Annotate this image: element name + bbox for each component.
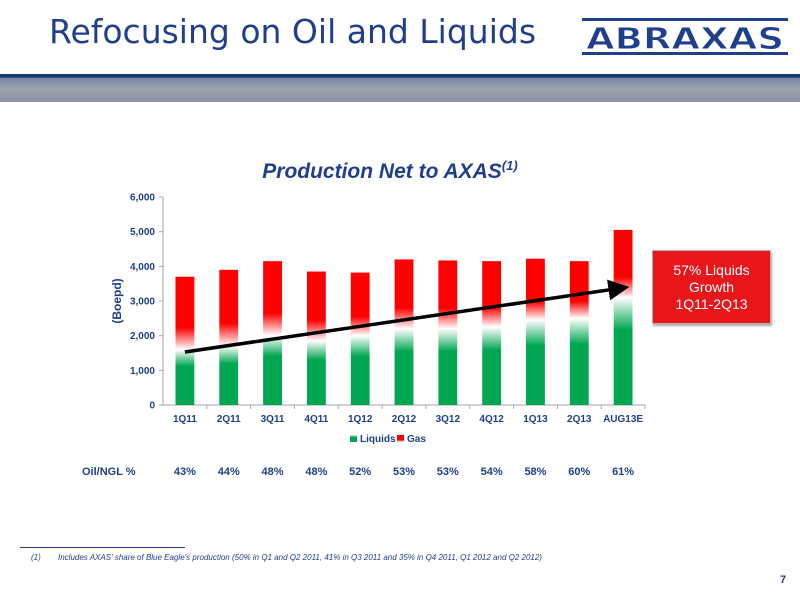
x-tick-label: 1Q13 [523, 414, 548, 425]
footnote-marker: (1) [31, 553, 41, 562]
x-tick-label: 2Q13 [567, 414, 592, 425]
logo-bottom-rule [582, 52, 788, 55]
oil-ngl-value: 48% [261, 466, 284, 478]
x-tick-label: 1Q11 [173, 414, 197, 425]
bar-liquids [350, 335, 370, 405]
oil-ngl-value: 58% [524, 466, 547, 478]
bar-gas [438, 260, 458, 329]
y-tick-label: 1,000 [130, 366, 155, 377]
chart-title: Production Net to AXAS(1) [0, 158, 780, 184]
y-tick-label: 6,000 [130, 193, 155, 204]
x-tick-label: 1Q12 [348, 414, 373, 425]
legend-label-gas: Gas [407, 434, 426, 445]
chart-title-superscript: (1) [501, 158, 518, 173]
y-tick-label: 3,000 [130, 297, 155, 308]
bar-liquids [219, 346, 239, 405]
x-tick-label: AUG13E [603, 414, 643, 425]
oil-ngl-value: 43% [173, 466, 196, 478]
bar-liquids [526, 320, 545, 405]
bar-liquids [613, 297, 633, 405]
bar-gas [482, 261, 502, 327]
y-tick-label: 5,000 [130, 227, 155, 238]
x-tick-label: 3Q12 [436, 414, 461, 425]
page-number: 7 [780, 574, 787, 586]
callout-line-1: 57% Liquids [673, 261, 750, 278]
oil-ngl-value: 52% [349, 466, 372, 478]
x-tick-label: 4Q11 [304, 414, 328, 425]
bar-gas [350, 272, 370, 336]
abraxas-logo: ABRAXAS [582, 18, 788, 58]
bar-gas [306, 271, 326, 341]
bar-liquids [394, 328, 414, 405]
bar-liquids [263, 335, 282, 405]
y-tick-label: 2,000 [130, 331, 155, 342]
logo-top-rule [582, 18, 788, 21]
x-tick-label: 3Q11 [261, 414, 285, 425]
oil-ngl-value: 61% [612, 466, 635, 478]
bar-liquids [482, 327, 502, 405]
oil-ngl-value: 54% [480, 466, 503, 478]
legend-label-liquids: Liquids [360, 434, 396, 445]
bar-gas [263, 261, 282, 336]
bar-gas [569, 261, 589, 319]
callout-line-3: 1Q11-2Q13 [675, 295, 748, 312]
liquids-growth-callout: 57% Liquids Growth 1Q11-2Q13 [652, 250, 771, 324]
x-tick-label: 2Q11 [217, 414, 241, 425]
x-tick-label: 4Q12 [479, 414, 504, 425]
slide-title: Refocusing on Oil and Liquids [49, 12, 537, 51]
bar-liquids [175, 349, 195, 405]
trend-arrow [184, 279, 630, 354]
oil-ngl-value: 44% [217, 466, 240, 478]
oil-ngl-value: 53% [436, 466, 459, 478]
oil-ngl-value: 48% [305, 466, 328, 478]
bar-gas [394, 259, 414, 329]
bar-gas [175, 276, 195, 350]
logo-wordmark: ABRAXAS [586, 22, 784, 57]
footnote-rule [20, 547, 185, 548]
bar-liquids [438, 328, 458, 405]
oil-ngl-label: Oil/NGL % [82, 466, 136, 478]
header-band [0, 74, 800, 102]
bar-gas [219, 269, 239, 347]
bar-gas [526, 258, 545, 321]
y-axis-label: (Boepd) [110, 278, 124, 323]
x-tick-label: 2Q12 [392, 414, 417, 425]
legend-swatch-liquids [350, 435, 357, 442]
callout-line-2: Growth [688, 278, 735, 295]
legend-swatch-gas [397, 435, 404, 442]
y-tick-label: 0 [149, 401, 155, 412]
chart-title-text: Production Net to AXAS [262, 160, 502, 183]
bar-liquids [306, 340, 326, 405]
oil-ngl-value: 53% [392, 466, 416, 478]
bar-liquids [569, 318, 589, 405]
oil-ngl-value: 60% [568, 466, 591, 478]
footnote-text: Includes AXAS' share of Blue Eagle's pro… [58, 553, 542, 562]
y-tick-label: 4,000 [130, 262, 155, 273]
